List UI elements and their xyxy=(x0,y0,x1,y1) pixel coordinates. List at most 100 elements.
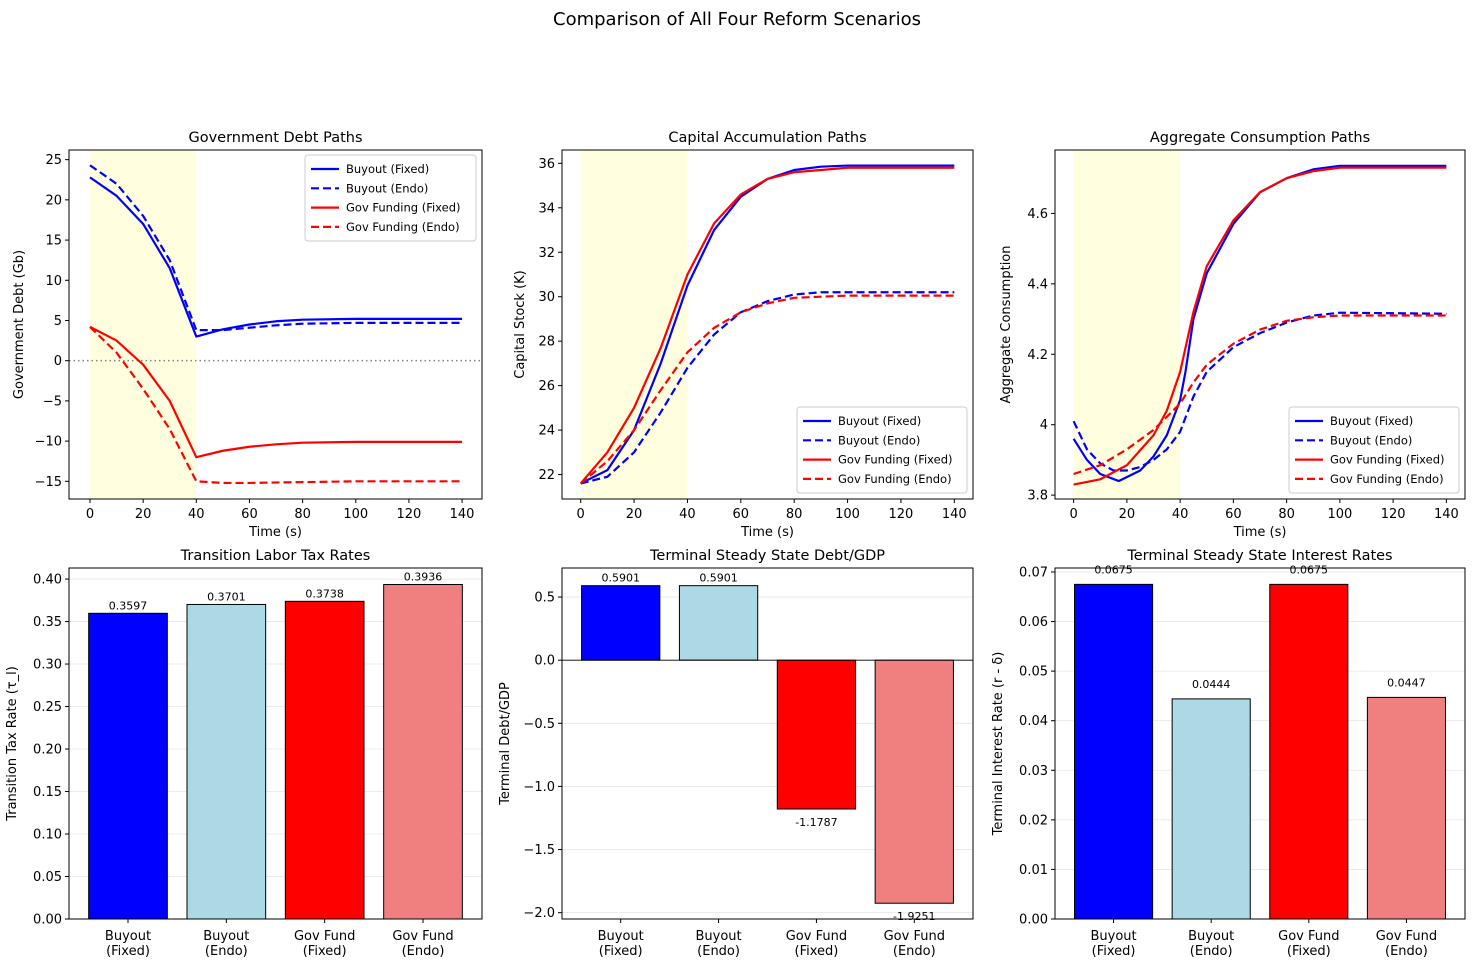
x-tick-label: 100 xyxy=(835,507,860,522)
x-tick-label: Gov Fund xyxy=(1278,929,1339,944)
subplot-2: Capital Accumulation Paths 22 24 26 28 30 32 34… xyxy=(513,130,974,540)
transition-shading xyxy=(580,150,688,499)
axes-frame xyxy=(68,567,483,920)
bar-3 xyxy=(1366,696,1446,920)
y-axis-label: Terminal Debt/GDP xyxy=(498,682,513,806)
axes-frame xyxy=(68,149,483,500)
x-tick-label: Gov Fund xyxy=(392,929,453,944)
y-tick-label: 0.03 xyxy=(1019,764,1048,779)
legend-label: Buyout (Endo) xyxy=(346,181,428,195)
y-tick-label: 0.04 xyxy=(1019,714,1048,729)
bar-1 xyxy=(678,585,759,661)
bar-1 xyxy=(186,603,267,920)
axes-frame xyxy=(1054,149,1466,500)
x-tick-label: (Fixed) xyxy=(1287,944,1331,959)
x-tick-label: Gov Fund xyxy=(786,929,847,944)
legend-label: Buyout (Endo) xyxy=(838,433,920,447)
bar-value-label: 0.0444 xyxy=(1192,678,1231,691)
x-axis-label: Time (s) xyxy=(1233,525,1287,540)
y-tick-label: −10 xyxy=(35,435,62,450)
bar-1 xyxy=(1171,698,1251,920)
x-tick-label: 100 xyxy=(1327,507,1352,522)
subplot-5: Terminal Steady State Debt/GDP −2.0 −1.5 −1… xyxy=(498,548,974,959)
x-tick-label: 60 xyxy=(1225,507,1242,522)
y-tick-label: 4 xyxy=(1040,418,1048,433)
bar-2 xyxy=(284,600,365,920)
legend-box xyxy=(796,406,968,494)
y-tick-label: 0.00 xyxy=(1019,913,1048,928)
y-axis-label: Government Debt (Gb) xyxy=(12,250,27,399)
series-line-0 xyxy=(89,176,463,338)
y-tick-label: 0.07 xyxy=(1019,565,1048,580)
y-axis-label: Terminal Interest Rate (r - δ) xyxy=(991,652,1006,837)
y-tick-label: 28 xyxy=(538,335,555,350)
subplot-6: Terminal Steady State Interest Rates 0.00… xyxy=(991,548,1466,959)
x-tick-label: (Fixed) xyxy=(106,944,150,959)
y-tick-label: −5 xyxy=(43,394,62,409)
transition-shading xyxy=(89,150,197,499)
y-axis-label: Transition Tax Rate (τ_l) xyxy=(5,666,20,822)
subplot-4: Transition Labor Tax Rates 0.00 0.05 0.10 0.… xyxy=(5,548,483,959)
series-line-1 xyxy=(580,291,955,485)
subplot-3: Aggregate Consumption Paths 3.8 4 4.2 4.4 4.6… xyxy=(999,130,1466,540)
bar-value-label: 0.3738 xyxy=(305,587,344,600)
bar-value-label: 0.0675 xyxy=(1094,563,1133,576)
x-tick-label: (Fixed) xyxy=(1092,944,1136,959)
x-tick-label: 120 xyxy=(889,507,914,522)
bar-value-label: -1.9251 xyxy=(893,910,935,923)
x-tick-label: 60 xyxy=(733,507,750,522)
series-line-3 xyxy=(1073,314,1447,476)
y-tick-label: 0.10 xyxy=(33,828,62,843)
x-tick-label: (Endo) xyxy=(402,944,445,959)
y-tick-label: 32 xyxy=(538,246,555,261)
x-tick-label: (Endo) xyxy=(893,944,936,959)
y-tick-label: 15 xyxy=(45,234,62,249)
bar-0 xyxy=(88,612,168,920)
y-tick-label: 0.35 xyxy=(33,615,62,630)
legend-label: Gov Funding (Fixed) xyxy=(346,201,460,215)
bar-value-label: 0.3597 xyxy=(109,599,148,612)
y-tick-label: 36 xyxy=(538,157,555,172)
bar-2 xyxy=(776,659,857,810)
y-tick-label: 4.6 xyxy=(1027,207,1048,222)
y-tick-label: 0.01 xyxy=(1019,863,1048,878)
x-tick-label: 20 xyxy=(626,507,643,522)
x-tick-label: 140 xyxy=(1434,507,1459,522)
x-tick-label: 0 xyxy=(577,507,585,522)
bar-value-label: 0.0447 xyxy=(1387,676,1426,689)
y-tick-label: 0.40 xyxy=(33,573,62,588)
y-tick-label: 0.15 xyxy=(33,785,62,800)
y-tick-label: 34 xyxy=(538,201,555,216)
y-tick-label: 4.2 xyxy=(1027,348,1048,363)
x-tick-label: (Endo) xyxy=(697,944,740,959)
y-tick-label: 26 xyxy=(538,379,555,394)
y-tick-label: 4.4 xyxy=(1027,277,1048,292)
y-tick-label: 0.02 xyxy=(1019,813,1048,828)
y-tick-label: 25 xyxy=(45,153,62,168)
y-tick-label: 0 xyxy=(54,354,62,369)
x-tick-label: (Endo) xyxy=(1190,944,1233,959)
x-tick-label: (Fixed) xyxy=(303,944,347,959)
x-axis-label: Time (s) xyxy=(740,525,794,540)
subplot-title: Terminal Steady State Interest Rates xyxy=(1126,548,1392,564)
legend-label: Gov Funding (Endo) xyxy=(838,472,952,486)
x-tick-label: Buyout xyxy=(203,929,249,944)
series-line-2 xyxy=(579,166,955,485)
y-tick-label: 20 xyxy=(45,193,62,208)
x-tick-label: (Fixed) xyxy=(599,944,643,959)
x-tick-label: 0 xyxy=(86,507,94,522)
y-tick-label: −0.5 xyxy=(523,717,555,732)
x-tick-label: Gov Fund xyxy=(884,929,945,944)
y-tick-label: −1.5 xyxy=(523,843,555,858)
legend: Buyout (Fixed) Buyout (Endo) Gov Funding (… xyxy=(1288,406,1460,494)
legend: Buyout (Fixed) Buyout (Endo) Gov Funding (… xyxy=(304,154,477,242)
x-tick-label: Buyout xyxy=(695,929,741,944)
y-tick-label: 3.8 xyxy=(1027,489,1048,504)
bar-2 xyxy=(1269,583,1349,920)
subplot-1: Government Debt Paths −15 −10 −5 0 5 10 15 20 25 G… xyxy=(12,130,483,540)
y-tick-label: 0.05 xyxy=(1019,665,1048,680)
axes-frame xyxy=(561,567,974,920)
subplot-title: Terminal Steady State Debt/GDP xyxy=(649,548,885,564)
subplot-title: Aggregate Consumption Paths xyxy=(1150,130,1370,146)
